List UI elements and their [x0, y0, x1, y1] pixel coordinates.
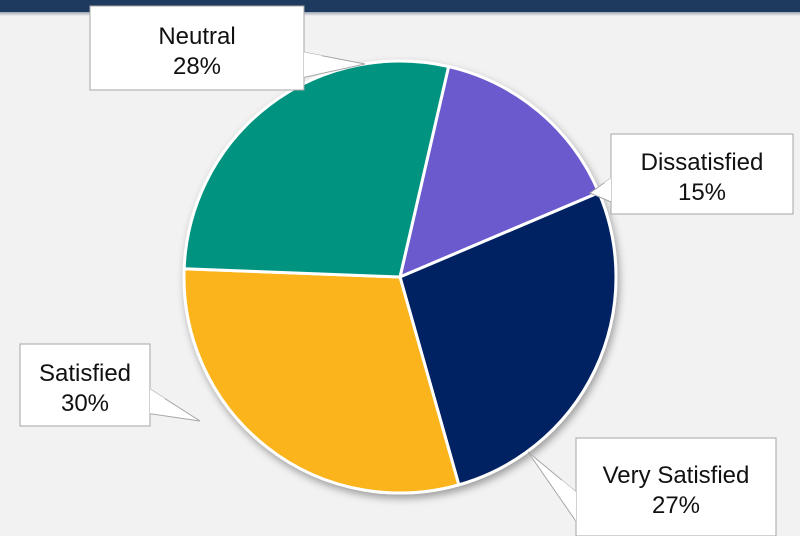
header-shadow — [0, 12, 800, 16]
slice-value-satisfied: 30% — [61, 390, 109, 417]
pie-slice-dissatisfied — [398, 65, 601, 279]
callout-box-very-satisfied — [575, 437, 777, 536]
slice-value-neutral: 28% — [173, 53, 221, 80]
pie-slice-satisfied — [182, 267, 461, 495]
slice-value-very-satisfied: 27% — [652, 492, 700, 519]
slice-value-dissatisfied: 15% — [678, 179, 726, 206]
slice-label-very-satisfied: Very Satisfied — [603, 462, 750, 489]
pie-slice-neutral — [182, 59, 451, 279]
callout-seam-dissatisfied — [604, 178, 611, 202]
callout-box-satisfied — [19, 343, 151, 427]
slice-label-satisfied: Satisfied — [39, 360, 131, 387]
callout-seam-neutral — [304, 52, 323, 78]
pie-slice-very-satisfied — [398, 191, 618, 487]
slice-label-neutral: Neutral — [158, 23, 235, 50]
callout-box-neutral — [89, 5, 305, 91]
pie-slices — [182, 59, 618, 495]
callout-seam-very-satisfied — [561, 479, 576, 522]
callout-box-dissatisfied — [610, 133, 794, 215]
callout-labels: Dissatisfied 15% Very Satisfied 27% Satisfie… — [19, 5, 794, 536]
callout-seam-satisfied — [150, 389, 165, 414]
slice-label-dissatisfied: Dissatisfied — [641, 149, 764, 176]
